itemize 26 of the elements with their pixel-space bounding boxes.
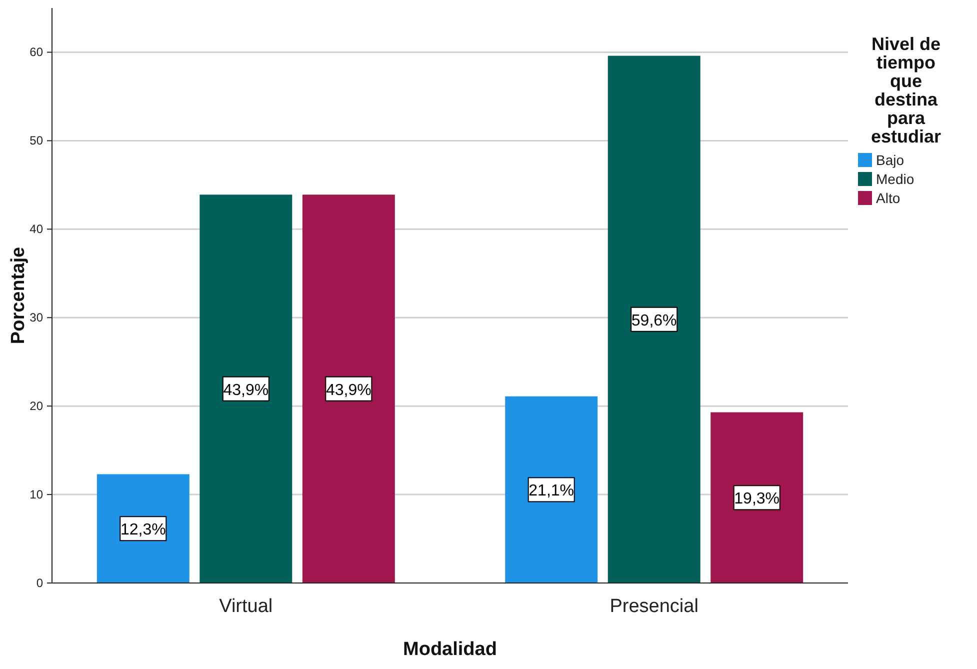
bar	[608, 56, 700, 583]
y-tick-label: 0	[36, 576, 44, 590]
x-tick-label: Virtual	[219, 596, 273, 617]
data-label: 43,9%	[326, 382, 372, 399]
bar	[505, 396, 598, 583]
y-tick-label: 60	[30, 45, 44, 60]
y-tick-label: 20	[30, 399, 44, 414]
bar	[302, 194, 395, 583]
legend-label: Alto	[876, 190, 900, 206]
data-label: 43,9%	[223, 382, 269, 399]
y-tick-label: 30	[30, 310, 44, 325]
data-label: 21,1%	[528, 482, 574, 500]
bar	[200, 194, 292, 583]
y-tick-label: 10	[30, 488, 44, 502]
y-axis-title: Porcentaje	[8, 246, 29, 344]
x-tick-label: Presencial	[610, 596, 698, 617]
data-label: 19,3%	[734, 490, 780, 508]
y-tick-label: 40	[30, 222, 44, 236]
x-axis-title: Modalidad	[403, 639, 497, 660]
legend-title: Nivel de tiempo que destina para estudiar	[870, 34, 942, 146]
legend-label: Bajo	[876, 152, 904, 168]
legend-label: Medio	[876, 171, 914, 187]
data-label: 59,6%	[631, 312, 677, 330]
bar	[710, 412, 804, 583]
y-tick-label: 50	[30, 134, 44, 148]
data-label: 12,3%	[120, 522, 166, 539]
